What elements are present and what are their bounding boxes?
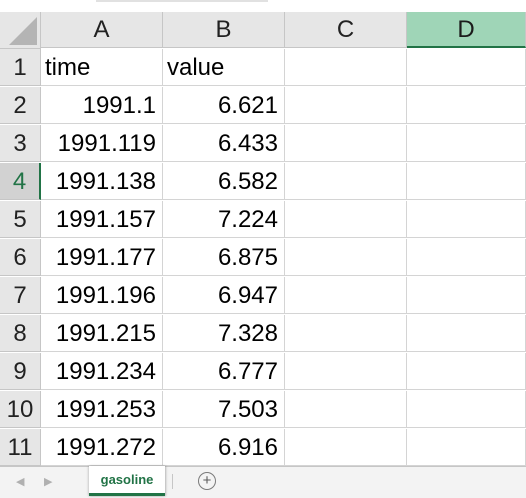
cell-c[interactable] (285, 391, 407, 428)
select-all-triangle-icon (9, 17, 37, 45)
row-header[interactable]: 10 (0, 391, 41, 428)
cell-b[interactable]: 7.503 (163, 391, 285, 428)
row-header[interactable]: 3 (0, 125, 41, 162)
table-row: 3 1991.119 6.433 (0, 125, 526, 163)
column-header-row: A B C D (0, 12, 526, 50)
table-row: 9 1991.234 6.777 (0, 353, 526, 391)
cell-b[interactable]: 6.875 (163, 239, 285, 276)
table-row: 10 1991.253 7.503 (0, 391, 526, 429)
cell-d[interactable] (407, 201, 526, 238)
cell-d[interactable] (407, 353, 526, 390)
column-header-d[interactable]: D (407, 12, 526, 48)
cell-b[interactable]: 7.224 (163, 201, 285, 238)
cell-d[interactable] (407, 239, 526, 276)
table-row: 7 1991.196 6.947 (0, 277, 526, 315)
cell-a[interactable]: 1991.215 (41, 315, 163, 352)
row-header[interactable]: 4 (0, 163, 41, 200)
ribbon-tab-edge (96, 0, 268, 2)
plus-circle-icon[interactable]: + (198, 472, 216, 490)
cell-c[interactable] (285, 277, 407, 314)
cell-c[interactable] (285, 49, 407, 86)
cell-a[interactable]: 1991.234 (41, 353, 163, 390)
cell-a[interactable]: 1991.272 (41, 429, 163, 466)
select-all-button[interactable] (0, 12, 41, 49)
cell-c[interactable] (285, 239, 407, 276)
cell-b[interactable]: 6.621 (163, 87, 285, 124)
cell-b[interactable]: 6.777 (163, 353, 285, 390)
cell-c[interactable] (285, 163, 407, 200)
row-header[interactable]: 2 (0, 87, 41, 124)
cell-a[interactable]: 1991.138 (41, 163, 163, 200)
row-header[interactable]: 1 (0, 49, 41, 86)
cell-b[interactable]: 6.433 (163, 125, 285, 162)
column-header-b[interactable]: B (163, 12, 285, 48)
chevron-left-icon[interactable]: ◀ (16, 476, 25, 488)
table-row: 5 1991.157 7.224 (0, 201, 526, 239)
table-row: 11 1991.272 6.916 (0, 429, 526, 467)
chevron-right-icon[interactable]: ▶ (44, 476, 53, 488)
cell-a[interactable]: 1991.157 (41, 201, 163, 238)
cell-d[interactable] (407, 163, 526, 200)
cell-c[interactable] (285, 201, 407, 238)
cell-b[interactable]: 6.582 (163, 163, 285, 200)
cell-c[interactable] (285, 429, 407, 466)
cell-c[interactable] (285, 315, 407, 352)
tab-divider (172, 474, 173, 489)
column-header-c[interactable]: C (285, 12, 407, 48)
cell-d[interactable] (407, 125, 526, 162)
column-header-a[interactable]: A (41, 12, 163, 48)
cell-a[interactable]: 1991.1 (41, 87, 163, 124)
row-header[interactable]: 8 (0, 315, 41, 352)
row-header[interactable]: 7 (0, 277, 41, 314)
cell-a[interactable]: 1991.177 (41, 239, 163, 276)
cell-d[interactable] (407, 87, 526, 124)
cell-d[interactable] (407, 391, 526, 428)
cell-d[interactable] (407, 315, 526, 352)
cell-b[interactable]: value (163, 49, 285, 86)
cell-a[interactable]: 1991.119 (41, 125, 163, 162)
sheet-tab-gasoline[interactable]: gasoline (89, 466, 165, 496)
cell-d[interactable] (407, 49, 526, 86)
row-header[interactable]: 6 (0, 239, 41, 276)
row-header[interactable]: 5 (0, 201, 41, 238)
ribbon-edge (0, 0, 526, 12)
sheet-tab-bar: ◀ ▶ gasoline + (0, 466, 526, 498)
table-row: 8 1991.215 7.328 (0, 315, 526, 353)
cell-a[interactable]: 1991.253 (41, 391, 163, 428)
row-header[interactable]: 9 (0, 353, 41, 390)
cell-c[interactable] (285, 353, 407, 390)
row-header[interactable]: 11 (0, 429, 41, 466)
cell-d[interactable] (407, 277, 526, 314)
cell-a[interactable]: 1991.196 (41, 277, 163, 314)
table-row: 6 1991.177 6.875 (0, 239, 526, 277)
cell-b[interactable]: 6.947 (163, 277, 285, 314)
cell-a[interactable]: time (41, 49, 163, 86)
table-row: 4 1991.138 6.582 (0, 163, 526, 201)
cell-b[interactable]: 6.916 (163, 429, 285, 466)
cell-d[interactable] (407, 429, 526, 466)
table-row: 2 1991.1 6.621 (0, 87, 526, 125)
cell-c[interactable] (285, 87, 407, 124)
table-row: 1 time value (0, 49, 526, 87)
cell-c[interactable] (285, 125, 407, 162)
cell-b[interactable]: 7.328 (163, 315, 285, 352)
